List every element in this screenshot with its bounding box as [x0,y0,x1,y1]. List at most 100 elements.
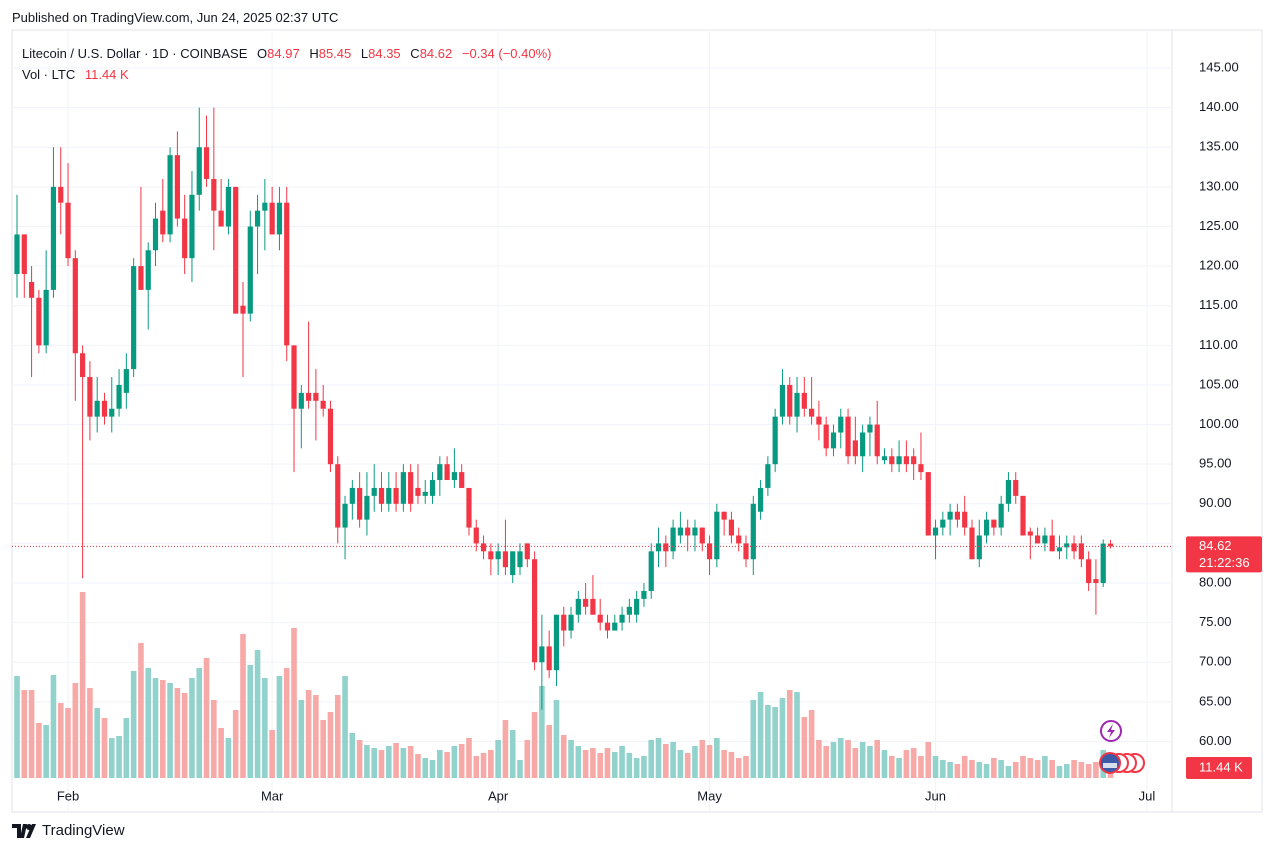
volume-bar [138,643,144,778]
candle-body [167,155,173,235]
volume-bar [1042,756,1048,778]
volume-bar [641,756,647,778]
candle-body [896,456,902,465]
volume-bar [852,748,859,778]
volume-bar [495,740,501,778]
volume-bar [655,738,662,778]
candle-body [743,543,749,560]
candle-body [604,622,611,631]
y-tick-label: 95.00 [1199,456,1232,471]
candle-body [852,440,858,457]
volume-bar [940,760,946,778]
volume-bar [218,728,224,778]
volume-bar [167,683,173,778]
published-header: Published on TradingView.com, Jun 24, 20… [12,10,339,25]
volume-bar [393,743,399,778]
candle-body [386,487,392,504]
candle-body [145,250,151,290]
volume-bar [779,698,786,778]
y-tick-label: 100.00 [1199,416,1239,431]
candle-body [466,487,472,528]
volume-bar [896,758,902,778]
volume-value: 11.44 K [84,67,129,82]
candle-body [495,551,501,560]
volume-bar [36,723,42,778]
volume-label-box [1186,757,1252,779]
candle-body [590,598,596,615]
candle-body [43,289,49,346]
volume-bars [14,592,1114,778]
volume-bar [101,718,108,778]
volume-bar [43,725,49,778]
change: −0.34 [461,46,495,61]
volume-bar [582,750,589,778]
candle-body [488,551,494,560]
volume-bar [750,700,757,778]
y-tick-label: 60.00 [1199,733,1232,748]
candle-body [794,392,800,417]
candle-body [451,472,457,481]
event-icons [1099,720,1145,774]
candle-body [801,392,807,409]
volume-bar [305,690,312,778]
candle-body [881,456,888,461]
candle-body [823,424,829,449]
volume-bar [524,740,531,778]
volume-bar [451,746,458,778]
volume-bar [1071,760,1077,778]
volume-bar [466,738,472,778]
volume-bar [677,750,684,778]
volume-bar [181,693,188,778]
logo [12,823,36,838]
candle-body [976,535,982,560]
volume-bar [954,764,961,778]
candle-body [954,511,961,520]
volume-bar [385,746,392,778]
candle-body [349,487,355,504]
y-tick-label: 80.00 [1199,574,1232,589]
volume-bar [823,746,829,778]
candle-body [641,590,647,599]
candle-body [1020,495,1026,536]
volume-bar [488,750,494,778]
candle-body [575,598,581,615]
volume-bar [276,676,283,778]
volume-bar [808,710,815,778]
volume-bar [1078,762,1085,778]
volume-bar [1012,762,1019,778]
volume-bar [371,748,378,778]
candle-body [247,226,253,314]
volume-bar [57,703,64,778]
change-percent: (−0.40%) [498,46,552,61]
candle-body [648,551,654,591]
candle-body [218,210,224,227]
y-tick-label: 135.00 [1199,139,1239,154]
volume-bar [889,756,895,778]
volume-bar [611,752,618,778]
candle-body [903,456,909,465]
candle-body [1013,480,1019,496]
volume-bar [597,753,603,778]
y-tick-label: 105.00 [1199,376,1239,391]
y-tick-label: 90.00 [1199,495,1232,510]
y-tick-label: 115.00 [1199,297,1238,312]
volume-bar [947,762,953,778]
candle-body [634,598,640,615]
candle-body [918,464,924,473]
y-tick-label: 65.00 [1199,693,1232,708]
candle-body [480,543,487,552]
candle-body [925,472,931,536]
volume-bar [845,740,851,778]
candle-body [838,416,844,433]
volume-label: 11.44 K [1199,759,1243,774]
candle-body [947,511,953,520]
candles [14,107,1114,710]
volume-bar [203,658,210,778]
volume-bar [881,750,888,778]
candle-body [626,606,632,615]
volume-bar [590,748,596,778]
volume-bar [21,690,28,778]
candle-body [437,464,443,481]
o-label: O [257,46,268,61]
h-value: 85.45 [318,46,352,61]
